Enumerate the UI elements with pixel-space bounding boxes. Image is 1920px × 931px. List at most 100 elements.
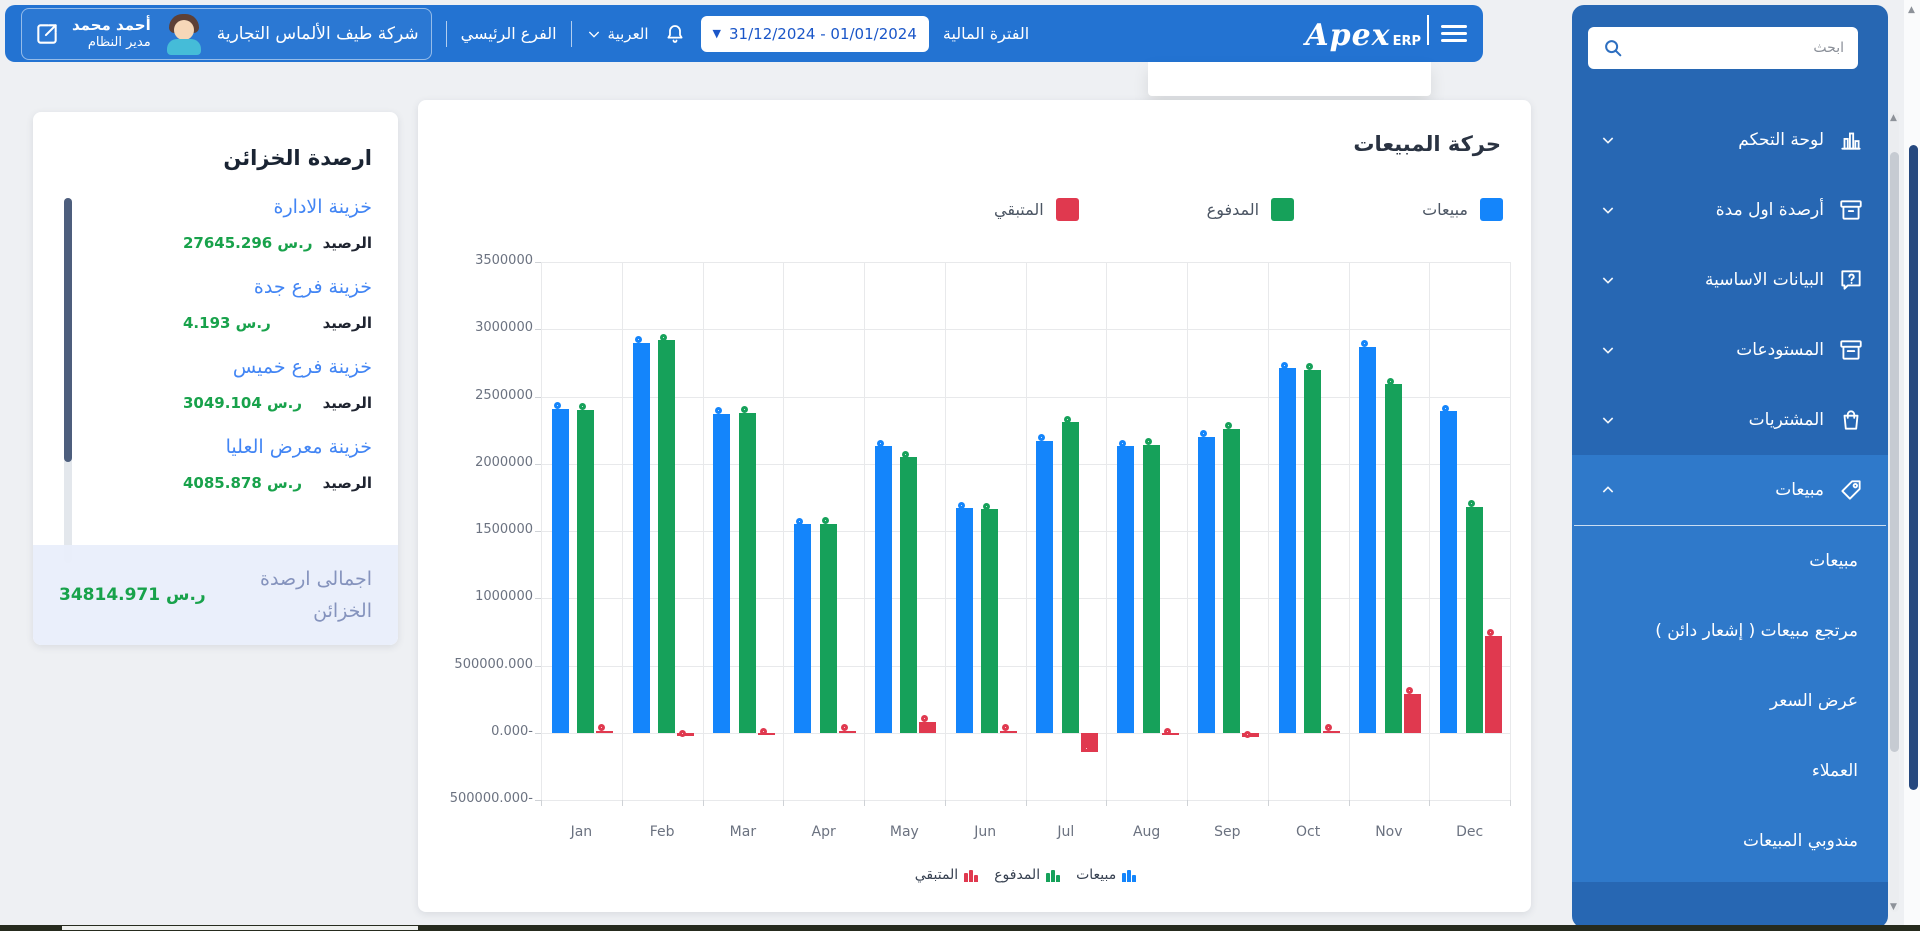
notifications-bell-icon[interactable] — [663, 22, 687, 46]
legend-item[interactable]: المتبقي — [994, 198, 1079, 221]
chart-bar — [1061, 422, 1079, 733]
axis-tick — [944, 800, 946, 806]
dashboard-icon — [1841, 132, 1861, 150]
branch-selector[interactable]: الفرع الرئيسي — [460, 24, 557, 43]
submenu-divider — [1574, 525, 1886, 526]
mini-legend-item[interactable]: المتبقي — [914, 867, 979, 883]
user-avatar — [163, 13, 205, 55]
page-scrollbar-thumb[interactable] — [1909, 145, 1918, 790]
treasury-scrollbar-thumb[interactable] — [64, 198, 72, 462]
chart-bar — [596, 730, 614, 733]
chart-bar-marker — [553, 402, 561, 410]
treasury-title: ارصدة الخزائن — [223, 146, 372, 170]
topbar: Apex ERP الفترة المالية ▼ 31/12/2024 - 0… — [5, 5, 1483, 62]
chart-bar-marker — [1325, 724, 1333, 732]
user-chip[interactable]: شركة طيف الألماس التجارية أحمد محمد مدير… — [21, 7, 432, 60]
y-axis-tick-label: 2500000 — [475, 387, 533, 403]
x-axis-label: Apr — [811, 824, 836, 840]
mini-legend-label: المتبقي — [914, 867, 959, 883]
chart-bar — [1403, 693, 1421, 733]
purchases-icon — [1843, 410, 1859, 430]
chart-bar — [1465, 506, 1483, 733]
legend-item[interactable]: مبيعات — [1422, 198, 1503, 221]
scroll-down-arrow-icon[interactable]: ▼ — [1890, 902, 1897, 912]
chart-bar — [874, 446, 892, 733]
language-selector[interactable]: العربية — [586, 25, 649, 43]
y-axis-tick-label: 1000000 — [475, 589, 533, 605]
chart-bar — [900, 457, 918, 733]
submenu-item-sales[interactable]: مبيعات — [1809, 551, 1858, 571]
chart-bar-marker — [1119, 439, 1127, 447]
warehouses-icon — [1840, 340, 1862, 360]
axis-tick — [535, 396, 541, 398]
sidebar-item-basic-data[interactable]: البيانات الاساسية — [1572, 245, 1888, 315]
x-axis-label: Aug — [1132, 824, 1161, 840]
mini-legend-item[interactable]: المدفوع — [994, 868, 1061, 882]
y-axis-tick-label: 2000000 — [475, 454, 533, 470]
axis-tick — [1187, 800, 1188, 806]
sidebar-item-opening-balances[interactable]: أرصدة اول مدة — [1572, 175, 1888, 245]
legend-item[interactable]: المدفوع — [1207, 198, 1295, 221]
axis-tick — [1348, 800, 1350, 806]
mini-bars-icon — [1046, 870, 1061, 882]
scroll-up-arrow-icon[interactable]: ▲ — [1908, 5, 1915, 15]
sidebar-item-label: مبيعات — [1775, 480, 1824, 500]
chart-legend: مبيعات المدفوع المتبقي — [994, 198, 1503, 221]
chart-bar-marker — [1244, 730, 1252, 738]
gridline — [944, 262, 946, 800]
gridline — [1429, 262, 1431, 800]
partial-card-edge — [1148, 62, 1431, 96]
chart-bar — [838, 730, 856, 733]
chart-bar — [819, 523, 837, 733]
submenu-item-sales-reps[interactable]: مندوبي المبيعات — [1742, 831, 1858, 851]
chart-title: حركة المبيعات — [1353, 132, 1501, 156]
sidebar-item-purchases[interactable]: المشتريات — [1572, 385, 1888, 455]
treasury-link[interactable]: خزينة فرع خميس — [232, 356, 372, 378]
search-input[interactable] — [1624, 40, 1844, 56]
mini-legend-item[interactable]: مبيعات — [1076, 867, 1137, 883]
treasury-link[interactable]: خزينة معرض العليا — [225, 436, 372, 458]
submenu-item-customers[interactable]: العملاء — [1811, 761, 1858, 781]
treasury-balances-card: ارصدة الخزائن خزينة الادارة الرصيد 27645… — [33, 112, 398, 645]
gridline — [1106, 262, 1108, 800]
axis-tick — [1510, 800, 1511, 806]
treasury-link[interactable]: خزينة فرع جدة — [253, 276, 372, 298]
treasury-link[interactable]: خزينة الادارة — [273, 196, 372, 218]
sidebar-item-sales[interactable]: مبيعات — [1572, 455, 1888, 525]
chart-bar-marker — [1082, 745, 1090, 753]
topbar-logo-group: Apex ERP — [1305, 14, 1467, 53]
balance-label: الرصيد — [322, 474, 372, 492]
chart-bar-marker — [1280, 361, 1288, 369]
x-axis-label: Nov — [1375, 824, 1403, 840]
sidebar-item-warehouses[interactable]: المستودعات — [1572, 315, 1888, 385]
x-axis-label: Jul — [1057, 824, 1075, 840]
logo-sub-text: ERP — [1392, 33, 1421, 49]
logo-main-text: Apex — [1305, 17, 1391, 53]
sidebar-item-dashboard[interactable]: لوحة التحكم — [1572, 105, 1888, 175]
scroll-up-arrow-icon[interactable]: ▲ — [1890, 113, 1897, 123]
legend-swatch — [1271, 198, 1295, 221]
treasury-total-footer: اجمالى ارصدة الخزائن 34814.971 ر.س — [33, 545, 398, 645]
date-range-picker[interactable]: ▼ 31/12/2024 - 01/01/2024 — [700, 15, 929, 52]
chart-bar — [551, 408, 569, 733]
chart-bar-marker — [1467, 500, 1475, 508]
axis-tick — [535, 732, 541, 734]
x-axis-label: Jan — [570, 824, 593, 840]
sidebar-scrollbar-thumb[interactable] — [1890, 152, 1899, 752]
sidebar-nav: لوحة التحكم أرصدة اول مدة البيانات الاسا… — [1572, 105, 1888, 882]
gridline — [702, 262, 704, 800]
gridline — [783, 262, 785, 800]
mini-legend-label: مبيعات — [1076, 867, 1117, 883]
balance-label: الرصيد — [322, 314, 372, 332]
axis-tick — [535, 463, 541, 465]
submenu-item-price-quote[interactable]: عرض السعر — [1769, 691, 1858, 711]
search-icon[interactable] — [1602, 37, 1624, 59]
chart-bar-marker — [1486, 629, 1494, 637]
logout-icon[interactable] — [34, 21, 60, 47]
chevron-down-icon: ▼ — [712, 27, 722, 40]
axis-tick — [783, 800, 785, 806]
treasury-item: خزينة الادارة الرصيد 27645.296 ر.س — [33, 196, 372, 252]
chart-bar-marker — [715, 407, 723, 415]
submenu-item-sales-return[interactable]: مرتجع مبيعات ( إشعار دائن ) — [1655, 621, 1858, 641]
hamburger-menu-icon[interactable] — [1441, 21, 1467, 46]
